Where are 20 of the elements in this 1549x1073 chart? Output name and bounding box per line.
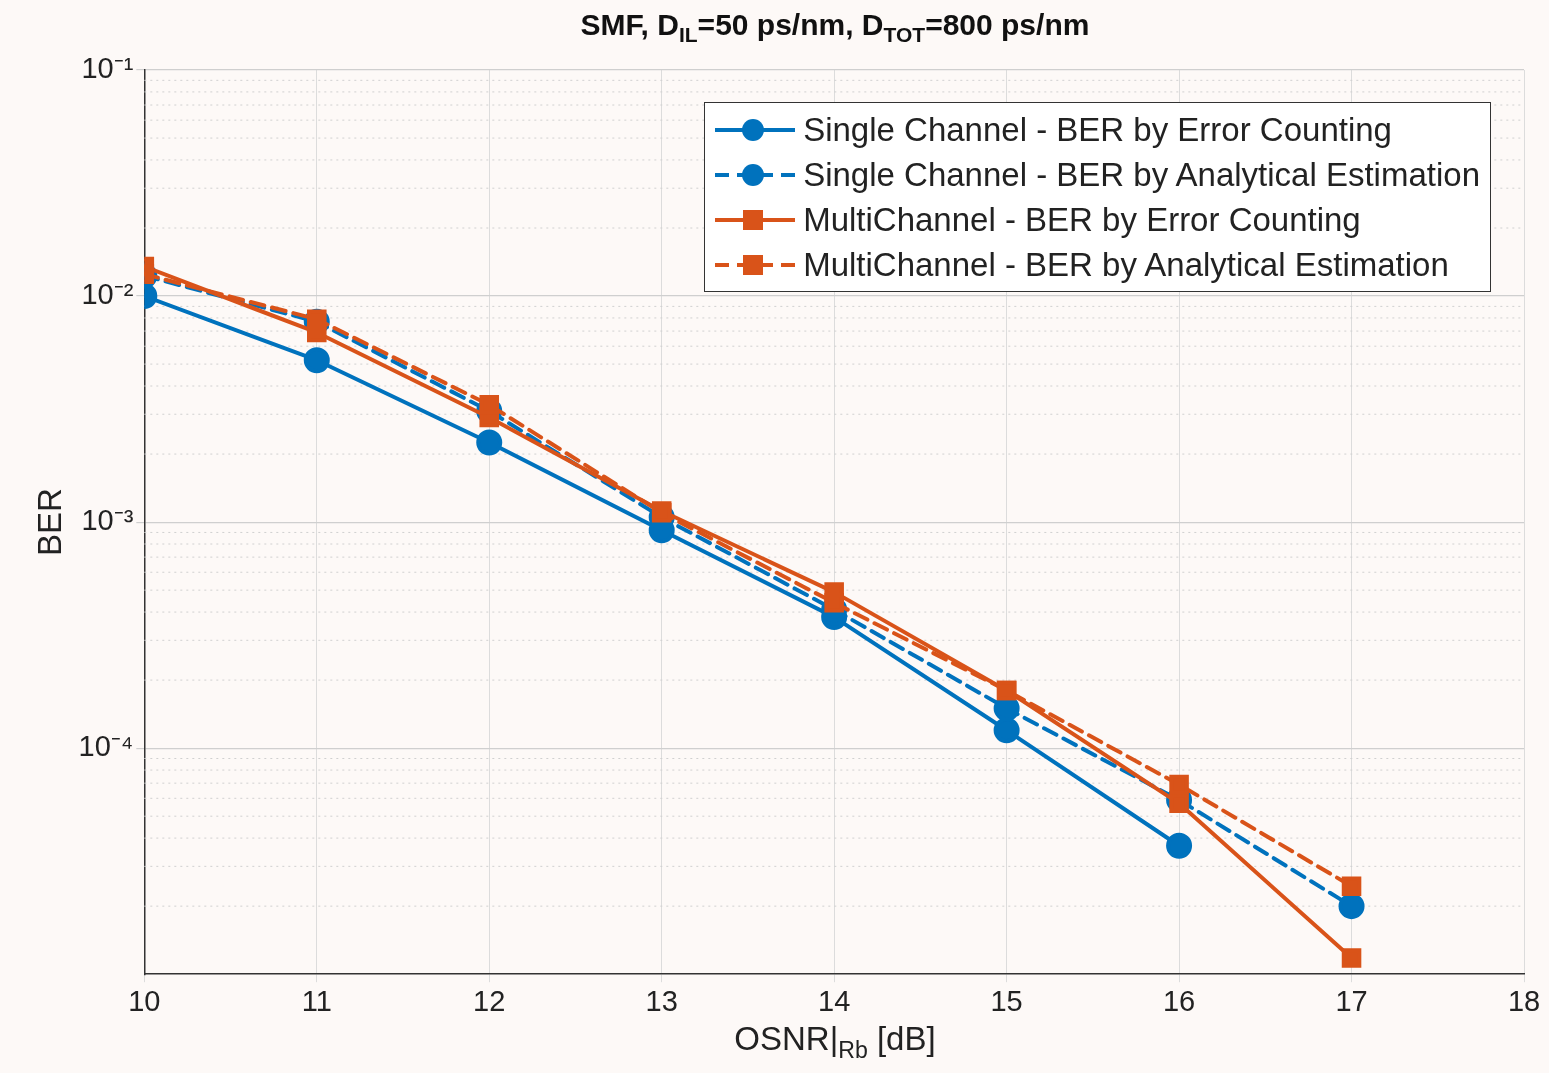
x-tick-label: 18 — [1507, 984, 1541, 1017]
x-tick-label: 17 — [1335, 984, 1368, 1017]
x-tick-label: 14 — [818, 984, 851, 1017]
legend-label: Single Channel - BER by Analytical Estimation — [803, 155, 1480, 194]
y-axis-title: BER — [30, 488, 68, 557]
x-tick-label: 13 — [645, 984, 678, 1017]
y-tick-label: 10⁻⁴ — [78, 730, 134, 763]
x-tick-label: 11 — [301, 984, 332, 1017]
x-tick-label: 16 — [1162, 984, 1196, 1017]
x-tick-label: 12 — [473, 984, 506, 1017]
legend-label: MultiChannel - BER by Analytical Estimation — [803, 245, 1449, 284]
x-axis-title: OSNR|$_{Rb}$ [dB] — [733, 1020, 937, 1064]
y-tick-label: 10⁻¹ — [81, 52, 134, 84]
y-tick-label: 10⁻³ — [81, 504, 134, 537]
legend-label: Single Channel - BER by Error Counting — [803, 110, 1392, 149]
x-tick-label: 15 — [990, 984, 1023, 1017]
legend-label: MultiChannel - BER by Error Counting — [803, 200, 1361, 239]
x-tick-label: 10 — [128, 984, 161, 1017]
chart-title: SMF, D$_{IL}$=50 ps/nm, D$_{TOT}$=800 ps/nm — [579, 8, 1091, 47]
y-tick-label: 10⁻² — [81, 278, 134, 311]
